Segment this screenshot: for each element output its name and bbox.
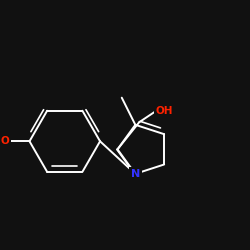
Text: O: O bbox=[1, 136, 9, 146]
Text: N: N bbox=[131, 169, 140, 179]
Text: OH: OH bbox=[156, 106, 173, 116]
